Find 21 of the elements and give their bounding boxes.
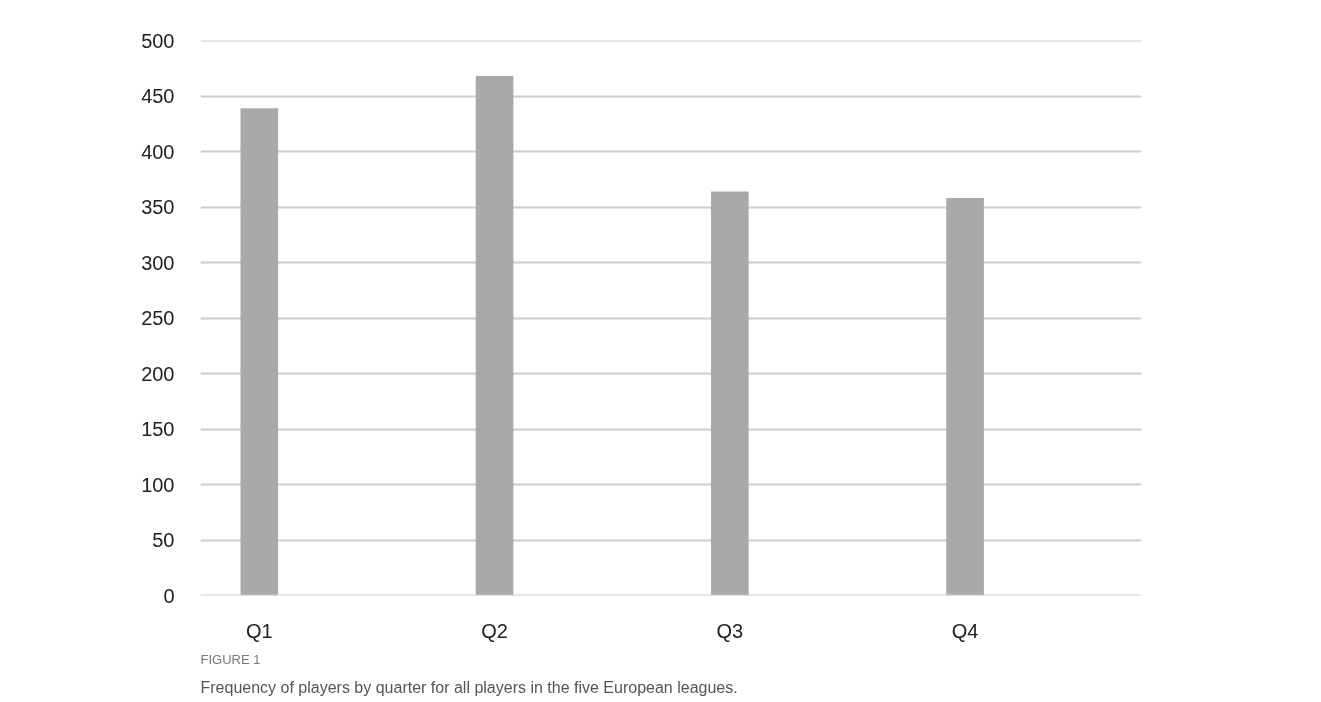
y-tick-label: 500 [141, 29, 175, 52]
y-tick-label: 200 [141, 362, 175, 385]
y-tick-label: 150 [141, 418, 175, 440]
x-tick-label: Q1 [245, 619, 273, 642]
x-tick-label: Q2 [481, 619, 508, 642]
bar [475, 76, 514, 596]
y-tick-label: 0 [163, 584, 175, 607]
text: Frequency of players by quarter for all players in the five European leagues. [200, 678, 738, 696]
x-tick-label: Q3 [716, 619, 744, 642]
caption: FIGURE 1 [200, 651, 261, 667]
y-tick-label: 50 [152, 529, 175, 551]
y-tick-label: 450 [141, 85, 175, 107]
y-tick-label: 250 [141, 307, 175, 329]
bar [710, 191, 749, 596]
bar [240, 108, 279, 596]
bar [946, 198, 984, 596]
y-tick-label: 300 [141, 251, 175, 274]
x-tick-label: Q4 [951, 619, 979, 642]
y-tick-label: 400 [141, 140, 175, 163]
y-tick-label: 350 [141, 196, 175, 218]
y-tick-label: 100 [141, 473, 175, 496]
